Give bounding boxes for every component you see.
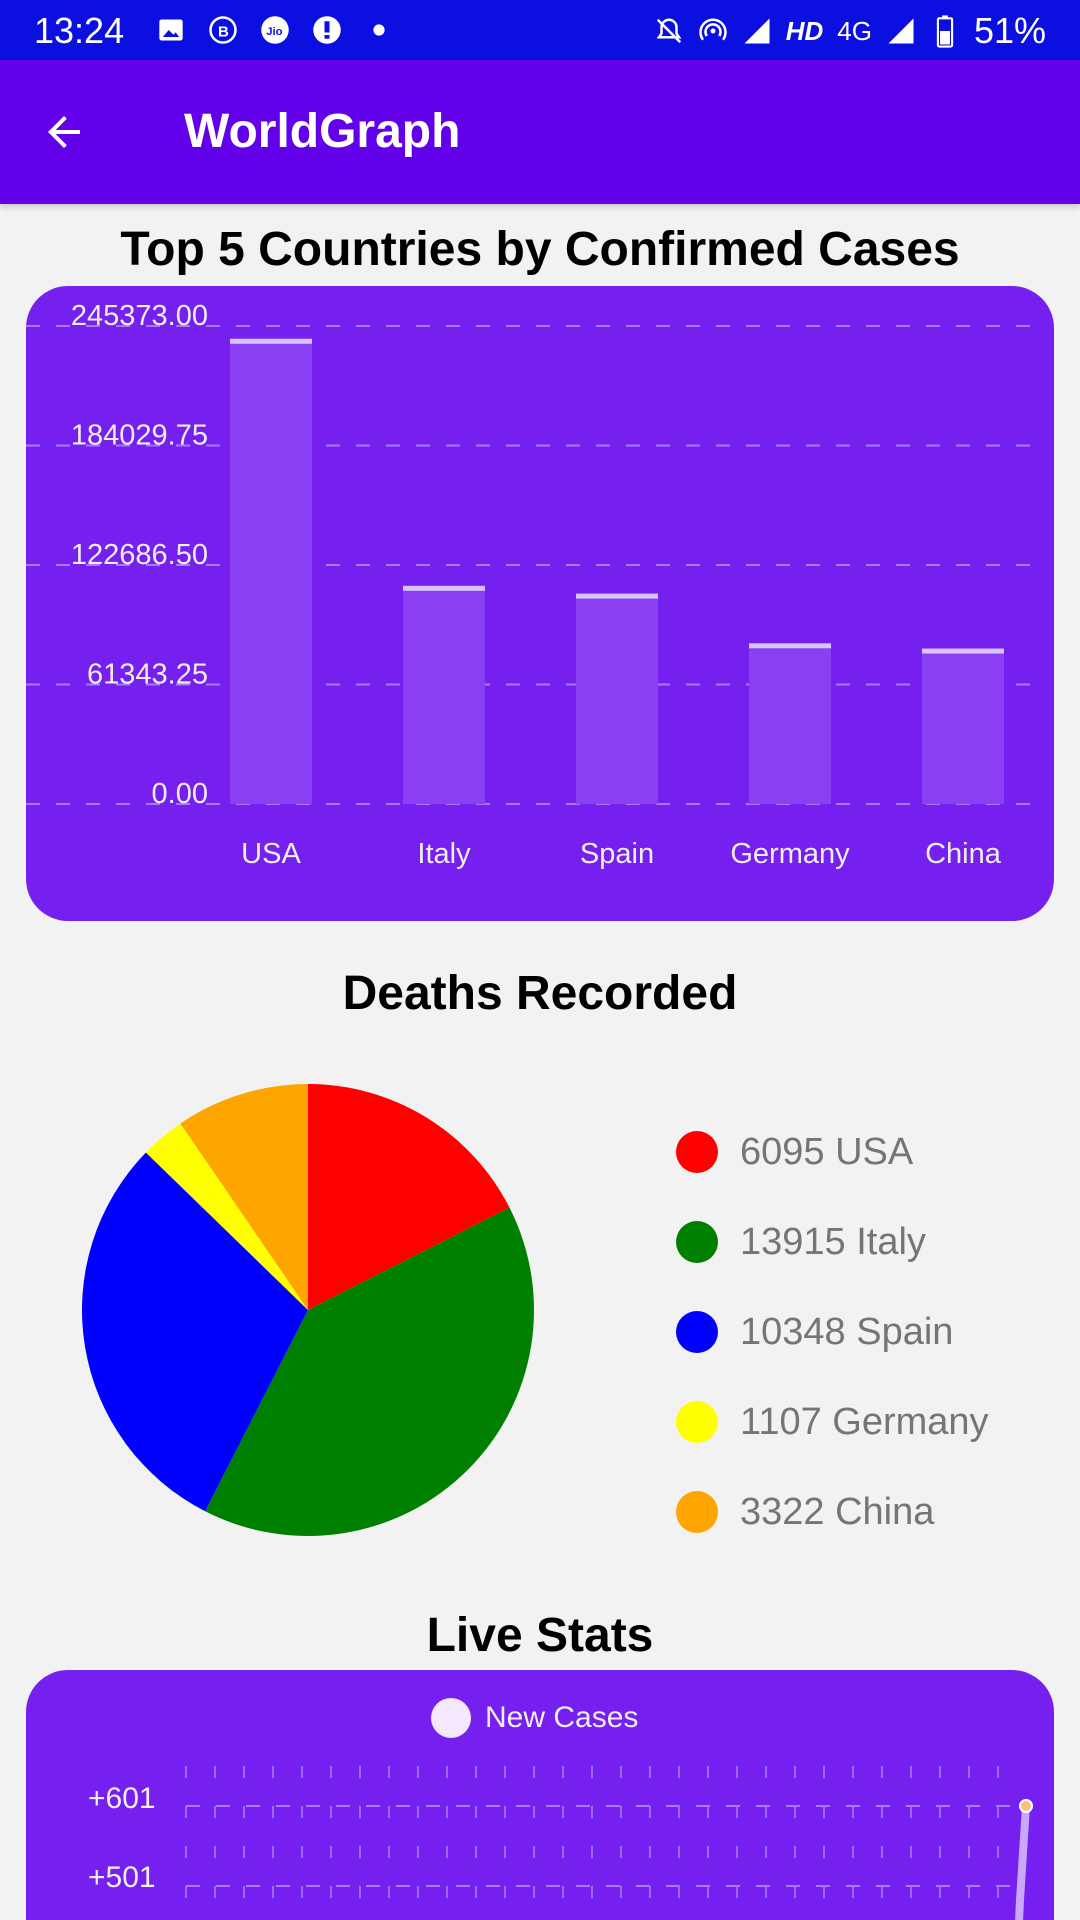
series-line [1015, 1802, 1030, 1920]
legend-dot [676, 1131, 718, 1173]
bar-cap [749, 643, 831, 649]
bar [403, 585, 485, 804]
legend-label: 3322 China [740, 1490, 935, 1533]
legend-label: 6095 USA [740, 1130, 914, 1173]
bar [749, 643, 831, 804]
pie-slice [180, 1084, 308, 1310]
legend-dot [676, 1221, 718, 1263]
jio-icon: Jio [260, 15, 290, 45]
y-tick-label: 245373.00 [71, 300, 208, 332]
svg-text:B: B [218, 23, 229, 40]
back-button[interactable] [36, 104, 92, 160]
legend-dot [676, 1401, 718, 1443]
bar-cap [922, 648, 1004, 654]
legend-item: 13915 Italy [676, 1197, 989, 1287]
legend-dot [676, 1491, 718, 1533]
network-label: HD [785, 15, 824, 46]
bar [922, 648, 1004, 804]
pie-slice [205, 1207, 534, 1536]
bar-cap [230, 338, 312, 344]
mute-icon [654, 16, 684, 46]
bar-chart-card: 0.00 61343.25 122686.50 184029.75 245373.00 U… [26, 286, 1054, 921]
pie-chart [80, 1082, 536, 1538]
bar [576, 593, 658, 804]
arrow-back-icon [48, 116, 80, 148]
y-tick-label: 0.00 [152, 778, 208, 810]
legend-marker [431, 1698, 471, 1738]
legend-label: 10348 Spain [740, 1310, 954, 1353]
legend-label: 13915 Italy [740, 1220, 926, 1263]
x-tick-label: China [925, 838, 1002, 870]
bar-cap [576, 593, 658, 599]
legend-label: 1107 Germany [740, 1400, 989, 1443]
bar [230, 338, 312, 804]
status-bar: 13:24 B Jio HD 4G [0, 0, 1080, 60]
pie-slice [308, 1084, 510, 1310]
app-bar: WorldGraph [0, 60, 1080, 204]
bar-chart: 0.00 61343.25 122686.50 184029.75 245373.00 U… [26, 300, 1036, 870]
y-tick-label: 184029.75 [71, 420, 208, 452]
live-stats-title: Live Stats [426, 1609, 654, 1662]
b-icon: B [208, 15, 238, 45]
pie-legend: 6095 USA 13915 Italy 10348 Spain 1107 Germa… [676, 1107, 989, 1557]
status-time: 13:24 [34, 10, 125, 51]
bar-cap [403, 585, 485, 591]
image-icon [156, 15, 186, 45]
live-ytick-label: +601 [88, 1782, 156, 1815]
y-tick-label: 122686.50 [71, 539, 208, 571]
dot-icon [364, 15, 394, 45]
y-tick-label: 61343.25 [87, 659, 208, 691]
pie-chart-title: Deaths Recorded [342, 967, 738, 1020]
legend-item: 10348 Spain [676, 1287, 989, 1377]
network-type: 4G [837, 15, 872, 46]
legend-item: 3322 China [676, 1467, 989, 1557]
x-tick-label: USA [241, 838, 301, 870]
pie-slice [145, 1123, 308, 1310]
legend-item: 1107 Germany [676, 1377, 989, 1467]
svg-text:Jio: Jio [266, 26, 282, 38]
x-tick-label: Italy [417, 838, 471, 870]
live-legend-label: New Cases [485, 1701, 639, 1734]
live-chart [185, 1766, 1033, 1920]
battery-percent: 51% [973, 10, 1046, 51]
live-legend: New Cases [431, 1698, 638, 1738]
signal-icon [886, 16, 916, 46]
hotspot-icon [698, 16, 728, 46]
signal-icon [742, 16, 772, 46]
battery-icon [930, 15, 960, 48]
location-icon [312, 15, 342, 45]
app-title: WorldGraph [184, 105, 461, 158]
pie-slice [82, 1152, 308, 1512]
live-ytick-label: +501 [88, 1861, 156, 1894]
legend-dot [676, 1311, 718, 1353]
x-tick-label: Spain [580, 838, 654, 870]
series-point [1019, 1799, 1033, 1813]
live-stats-card: New Cases +601 +501 [26, 1670, 1054, 1920]
bar-chart-title: Top 5 Countries by Confirmed Cases [120, 223, 960, 276]
legend-item: 6095 USA [676, 1107, 989, 1197]
x-tick-label: Germany [730, 838, 850, 870]
